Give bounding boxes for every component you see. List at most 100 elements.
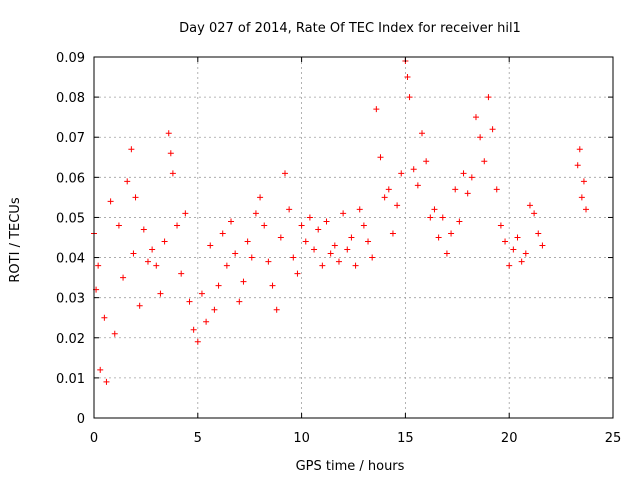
y-tick-label: 0.04: [56, 252, 85, 267]
data-point: [344, 246, 351, 253]
data-point: [327, 250, 334, 257]
data-point: [103, 378, 110, 385]
data-point: [398, 170, 405, 177]
data-point: [502, 238, 509, 245]
data-point: [128, 146, 135, 153]
data-point: [286, 206, 293, 213]
data-point: [410, 166, 417, 173]
data-point: [497, 222, 504, 229]
y-tick-label: 0.03: [56, 292, 85, 307]
data-point: [468, 174, 475, 181]
data-point: [464, 190, 471, 197]
x-tick-label: 25: [605, 431, 622, 446]
data-point: [95, 262, 102, 269]
data-point: [319, 262, 326, 269]
data-point: [443, 250, 450, 257]
data-point: [414, 182, 421, 189]
data-point: [477, 134, 484, 141]
y-tick-label: 0.09: [56, 51, 85, 66]
data-point: [178, 270, 185, 277]
axis-tick-labels: 0 0.01 0.02 0.03 0.04 0.05 0.06 0.07 0.08 0.09 0 5 1…: [56, 51, 621, 446]
data-point: [302, 238, 309, 245]
data-point: [406, 94, 413, 101]
data-point: [315, 226, 322, 233]
data-point: [539, 242, 546, 249]
data-point: [277, 234, 284, 241]
data-point: [228, 218, 235, 225]
x-axis-label: GPS time / hours: [296, 459, 405, 474]
data-point: [535, 230, 542, 237]
data-point: [306, 214, 313, 221]
x-tick-label: 10: [293, 431, 310, 446]
data-point: [136, 302, 143, 309]
data-point: [169, 170, 176, 177]
y-tick-label: 0: [77, 412, 85, 427]
data-point: [165, 130, 172, 137]
data-point: [167, 150, 174, 157]
data-point: [261, 222, 268, 229]
data-point: [115, 222, 122, 229]
data-point: [356, 206, 363, 213]
data-point: [215, 282, 222, 289]
data-points: [91, 58, 590, 385]
data-point: [161, 238, 168, 245]
data-point: [514, 234, 521, 241]
data-point: [252, 210, 259, 217]
data-point: [273, 306, 280, 313]
data-point: [244, 238, 251, 245]
data-point: [101, 314, 108, 321]
data-point: [506, 262, 513, 269]
data-point: [298, 222, 305, 229]
y-tick-label: 0.08: [56, 91, 85, 106]
x-tick-label: 20: [501, 431, 518, 446]
data-point: [331, 242, 338, 249]
x-tick-label: 5: [194, 431, 202, 446]
data-point: [219, 230, 226, 237]
data-point: [281, 170, 288, 177]
data-point: [149, 246, 156, 253]
data-point: [248, 254, 255, 261]
data-point: [348, 234, 355, 241]
data-point: [236, 298, 243, 305]
data-point: [211, 306, 218, 313]
y-tick-label: 0.02: [56, 332, 85, 347]
data-point: [460, 170, 467, 177]
data-point: [190, 326, 197, 333]
data-point: [130, 250, 137, 257]
data-point: [481, 158, 488, 165]
data-point: [452, 186, 459, 193]
data-point: [404, 74, 411, 81]
data-point: [574, 162, 581, 169]
data-point: [531, 210, 538, 217]
data-point: [144, 258, 151, 265]
data-point: [526, 202, 533, 209]
chart-title: Day 027 of 2014, Rate Of TEC Index for r…: [179, 21, 521, 36]
data-point: [153, 262, 160, 269]
data-point: [369, 254, 376, 261]
y-tick-label: 0.05: [56, 211, 85, 226]
data-point: [340, 210, 347, 217]
data-point: [174, 222, 181, 229]
data-point: [198, 290, 205, 297]
data-point: [223, 262, 230, 269]
y-tick-label: 0.06: [56, 171, 85, 186]
data-point: [120, 274, 127, 281]
data-point: [323, 218, 330, 225]
data-point: [240, 278, 247, 285]
data-point: [576, 146, 583, 153]
data-point: [182, 210, 189, 217]
x-tick-label: 0: [90, 431, 98, 446]
data-point: [381, 194, 388, 201]
data-point: [157, 290, 164, 297]
data-point: [290, 254, 297, 261]
data-point: [124, 178, 131, 185]
data-point: [456, 218, 463, 225]
data-point: [107, 198, 114, 205]
data-point: [431, 206, 438, 213]
data-point: [578, 194, 585, 201]
data-point: [140, 226, 147, 233]
data-point: [510, 246, 517, 253]
grid: [94, 57, 613, 418]
data-point: [427, 214, 434, 221]
